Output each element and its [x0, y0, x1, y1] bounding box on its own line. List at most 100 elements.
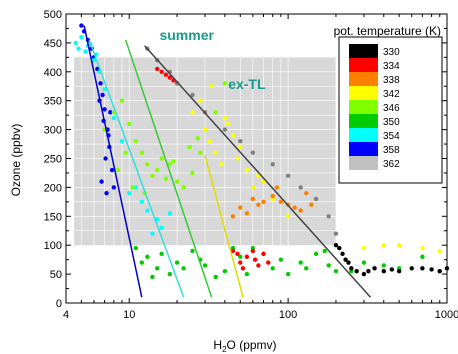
legend-swatch	[349, 58, 378, 72]
data-point	[202, 127, 208, 132]
data-point	[261, 199, 266, 205]
data-point	[104, 190, 109, 196]
data-point	[354, 269, 359, 274]
data-point	[337, 245, 342, 251]
data-point	[235, 251, 240, 257]
data-point	[222, 115, 228, 121]
data-point	[261, 251, 266, 257]
series-layer	[73, 23, 450, 280]
data-point	[155, 66, 160, 72]
data-point	[109, 167, 115, 173]
y-tick-label: 500	[44, 9, 62, 21]
data-point	[340, 251, 345, 257]
data-point	[240, 266, 246, 271]
data-point	[235, 156, 240, 161]
legend-label: 346	[383, 103, 400, 114]
data-point	[256, 263, 261, 268]
mixing-line	[88, 39, 185, 298]
data-point	[298, 260, 303, 265]
data-point	[219, 162, 224, 167]
data-point	[278, 257, 284, 262]
y-tick-label: 450	[44, 38, 62, 50]
data-point	[396, 269, 402, 274]
data-point	[133, 245, 139, 251]
data-point	[91, 58, 97, 63]
data-point	[202, 263, 208, 268]
data-point	[190, 110, 195, 115]
legend-label: 330	[383, 47, 400, 58]
data-point	[155, 266, 160, 271]
data-point	[99, 179, 104, 184]
data-point	[309, 202, 314, 207]
data-point	[73, 40, 78, 46]
data-point	[171, 159, 176, 164]
x-axis-ticks: 4 10 100 1000	[63, 14, 458, 321]
data-point	[167, 271, 172, 277]
data-point	[389, 267, 395, 272]
data-point	[298, 208, 303, 213]
legend-label: 358	[383, 145, 400, 156]
data-point	[285, 271, 291, 277]
data-point	[133, 185, 139, 190]
data-point	[274, 185, 280, 190]
data-point	[261, 179, 266, 184]
data-point	[343, 257, 348, 262]
data-point	[244, 271, 250, 277]
data-point	[103, 156, 108, 161]
data-point	[256, 202, 261, 207]
data-point	[250, 150, 256, 155]
data-point	[346, 260, 351, 265]
data-point	[270, 266, 275, 271]
data-point	[238, 144, 243, 150]
data-point	[238, 260, 243, 265]
legend-swatch	[349, 142, 378, 156]
data-point	[244, 254, 250, 259]
data-point	[250, 248, 256, 254]
data-point	[127, 121, 132, 127]
data-point	[98, 81, 103, 86]
mixing-line	[204, 155, 244, 298]
data-point	[111, 185, 117, 190]
data-point	[409, 266, 414, 271]
data-point	[437, 248, 442, 254]
annotations-layer: summer ex-TL	[159, 27, 266, 92]
data-point	[298, 185, 303, 190]
data-point	[381, 263, 386, 268]
y-axis-title: Ozone (ppbv)	[9, 124, 23, 197]
legend-label: 338	[383, 75, 400, 86]
data-point	[252, 257, 258, 262]
data-point	[278, 199, 284, 205]
data-point	[244, 167, 250, 173]
data-point	[366, 269, 371, 274]
data-point	[79, 34, 84, 40]
legend-entries: 330 334 338 342 346 350 354 358 362	[349, 44, 400, 170]
data-point	[333, 243, 339, 248]
data-point	[102, 86, 107, 92]
annotation-label: summer	[159, 27, 214, 43]
data-point	[108, 110, 113, 115]
x-axis-title-main: H	[213, 338, 222, 352]
data-point	[159, 225, 164, 231]
data-point	[115, 167, 121, 173]
legend: pot. temperature (K) 3303343383423463503…	[334, 24, 443, 184]
data-point	[226, 121, 231, 127]
data-point	[326, 263, 331, 268]
data-point	[420, 254, 425, 259]
data-point	[429, 267, 434, 272]
data-point	[174, 179, 180, 184]
x-axis-title-subscript: 2	[222, 345, 227, 354]
data-point	[139, 260, 145, 265]
legend-swatch	[349, 114, 378, 128]
x-tick-label: 1000	[435, 309, 458, 321]
data-point	[372, 266, 377, 271]
data-point	[167, 75, 172, 80]
data-point	[333, 231, 339, 236]
x-axis-title: H2O (ppmv)	[213, 338, 276, 354]
data-point	[230, 214, 236, 219]
data-point	[213, 110, 218, 115]
data-point	[381, 269, 386, 274]
data-point	[190, 92, 195, 98]
data-point	[250, 196, 256, 202]
legend-swatch	[349, 86, 378, 100]
